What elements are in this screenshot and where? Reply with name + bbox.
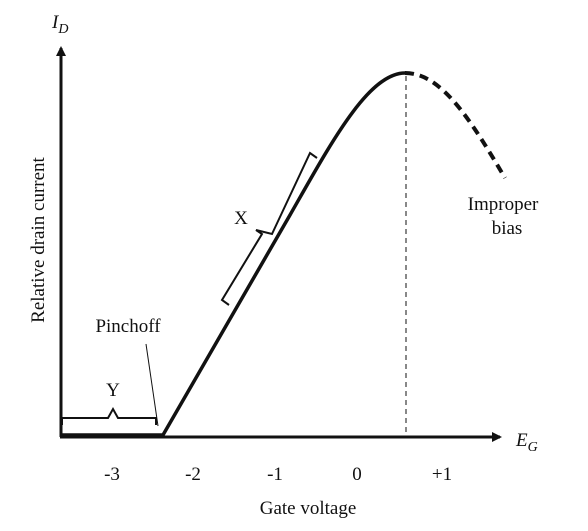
x-axis-symbol: EG (515, 430, 538, 455)
x-tick-label: -3 (104, 464, 120, 485)
y-axis-symbol: ID (51, 12, 68, 37)
x-tick-label: 0 (352, 464, 362, 485)
x-axis-title: Gate voltage (260, 498, 357, 519)
x-tick-label: +1 (432, 464, 452, 485)
y-axis-title: Relative drain current (28, 156, 49, 322)
label-pinchoff: Pinchoff (95, 316, 161, 337)
bracket-y (61, 406, 157, 425)
curve (61, 71, 406, 437)
x-tick-label: -2 (185, 464, 201, 485)
label-improper: bias (492, 218, 523, 239)
label-x: X (234, 208, 248, 229)
x-tick-label: -1 (267, 464, 283, 485)
label-improper: Improper (468, 194, 539, 215)
pinchoff-leader (145, 343, 159, 427)
label-y: Y (106, 380, 120, 401)
bracket-x (220, 151, 318, 306)
curve-improper (404, 71, 507, 180)
